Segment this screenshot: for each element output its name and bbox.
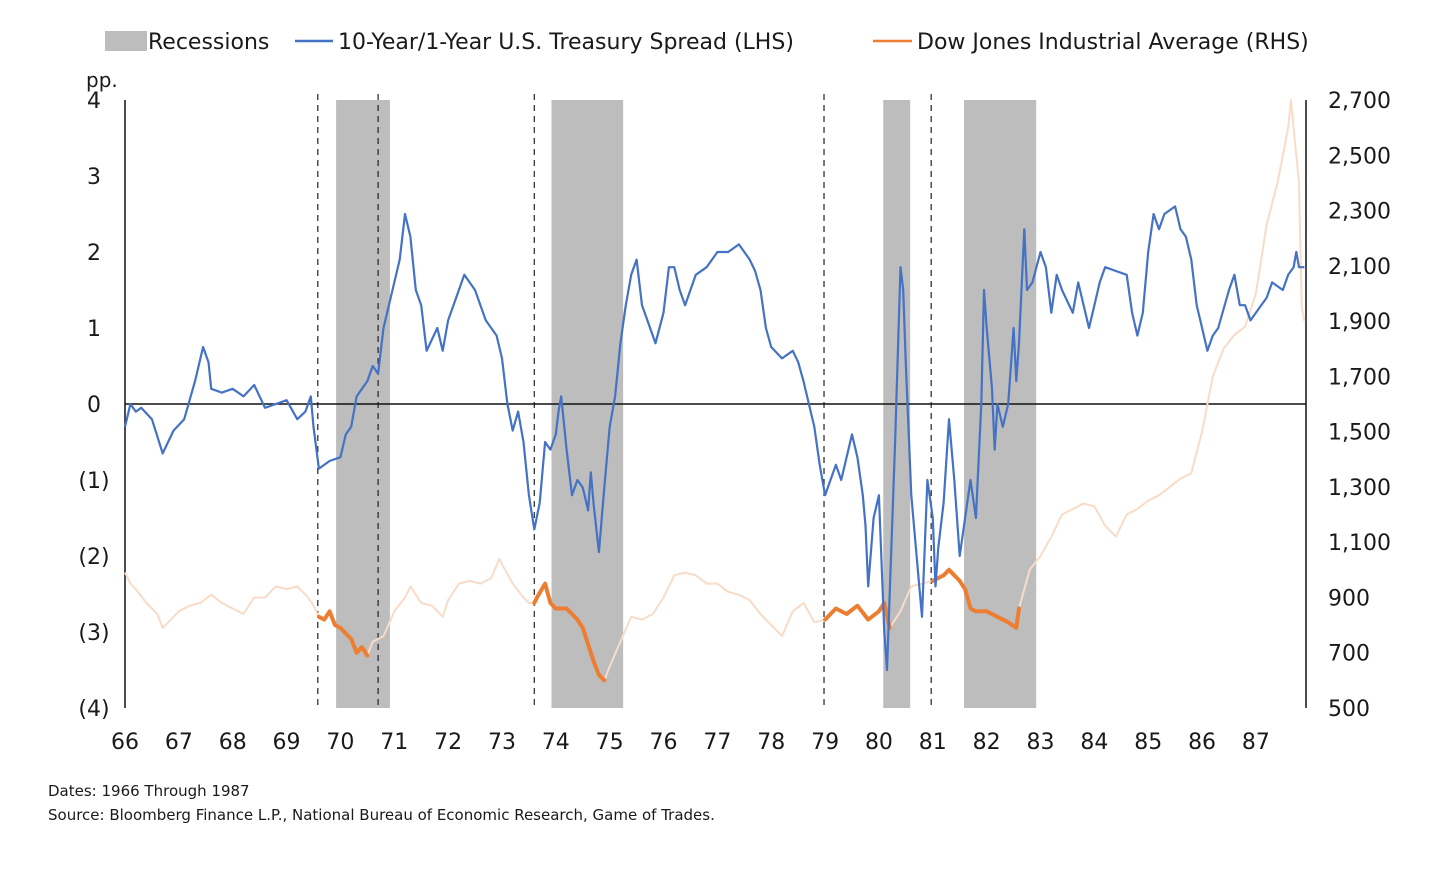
right-tick-label: 1,300 [1328, 476, 1391, 501]
x-tick-label: 66 [111, 730, 139, 755]
x-tick-label: 76 [650, 730, 678, 755]
x-tick-label: 83 [1027, 730, 1055, 755]
dow-line-highlight [316, 609, 370, 658]
x-tick-label: 67 [165, 730, 193, 755]
x-tick-label: 79 [811, 730, 839, 755]
x-tick-label: 85 [1134, 730, 1162, 755]
spread-line [123, 205, 1305, 672]
dow-line-highlight [930, 567, 1021, 630]
x-tick-label: 87 [1242, 730, 1270, 755]
left-axis-unit: pp. [86, 68, 118, 92]
x-tick-label: 68 [219, 730, 247, 755]
left-tick-label: 1 [87, 317, 101, 342]
right-tick-label: 1,900 [1328, 310, 1391, 335]
left-tick-label: (2) [78, 545, 109, 570]
right-tick-label: 700 [1328, 642, 1370, 667]
x-tick-label: 78 [757, 730, 785, 755]
x-tick-label: 72 [434, 730, 462, 755]
right-tick-label: 500 [1328, 697, 1370, 722]
x-tick-label: 73 [488, 730, 516, 755]
x-tick-label: 80 [865, 730, 893, 755]
left-tick-label: (1) [78, 469, 109, 494]
right-tick-label: 2,100 [1328, 255, 1391, 280]
dow-line-highlight [823, 601, 892, 630]
legend-swatch-recessions [105, 31, 147, 51]
x-tick-label: 75 [596, 730, 624, 755]
x-tick-label: 81 [919, 730, 947, 755]
x-tick-label: 74 [542, 730, 570, 755]
x-tick-label: 84 [1080, 730, 1108, 755]
footer-source: Source: Bloomberg Finance L.P., National… [48, 806, 715, 824]
x-tick-label: 86 [1188, 730, 1216, 755]
dow-line-highlight [532, 581, 607, 683]
right-tick-label: 2,700 [1328, 89, 1391, 114]
right-tick-label: 2,300 [1328, 200, 1391, 225]
legend-label-spread: 10-Year/1-Year U.S. Treasury Spread (LHS… [338, 30, 794, 55]
legend-label-dow: Dow Jones Industrial Average (RHS) [917, 30, 1309, 55]
x-tick-label: 70 [326, 730, 354, 755]
footer-dates: Dates: 1966 Through 1987 [48, 782, 250, 800]
x-tick-label: 77 [703, 730, 731, 755]
right-tick-label: 1,500 [1328, 421, 1391, 446]
x-tick-label: 82 [973, 730, 1001, 755]
legend-label-recessions: Recessions [148, 30, 269, 55]
x-tick-label: 71 [380, 730, 408, 755]
right-tick-label: 2,500 [1328, 144, 1391, 169]
right-tick-label: 900 [1328, 586, 1370, 611]
left-tick-label: 3 [87, 165, 101, 190]
dow-line-faded [124, 99, 1306, 682]
left-tick-label: 0 [87, 393, 101, 418]
chart-svg: 4 3 2 1 0 (1) (2) (3) (4) pp. 2,700 2,500 2,300 2,100… [78, 30, 1391, 755]
right-tick-label: 1,100 [1328, 531, 1391, 556]
x-tick-label: 69 [273, 730, 301, 755]
left-tick-label: 4 [87, 89, 101, 114]
left-tick-label: (4) [78, 697, 109, 722]
right-tick-label: 1,700 [1328, 365, 1391, 390]
left-tick-label: 2 [87, 241, 101, 266]
left-tick-label: (3) [78, 621, 109, 646]
